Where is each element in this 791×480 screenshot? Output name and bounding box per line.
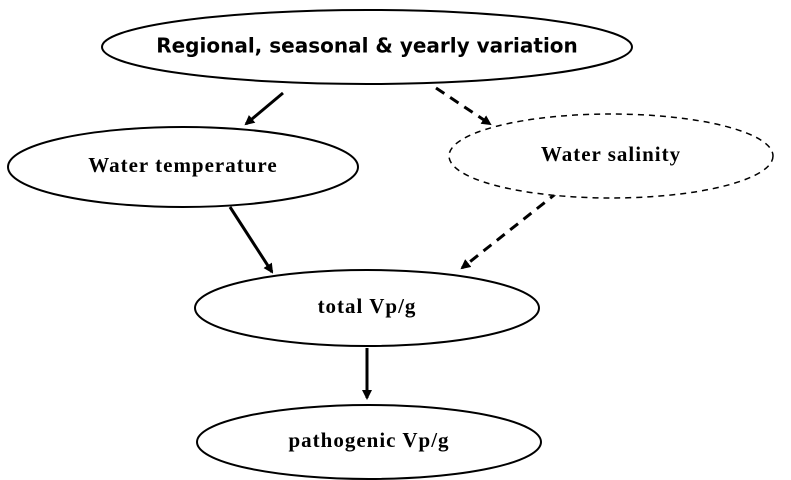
arrow [244,91,284,126]
arrow [228,206,274,274]
node [101,9,633,85]
node [196,404,542,480]
node-label: pathogenic Vp/g [288,428,449,452]
arrow [460,190,559,270]
node-label: Regional, seasonal & yearly variation [156,34,578,58]
arrow [435,86,492,126]
node [194,269,540,347]
node [7,126,359,208]
node-label: Water salinity [541,142,681,166]
node-label: total Vp/g [318,294,417,318]
node-label: Water temperature [88,153,277,177]
node [448,113,774,199]
